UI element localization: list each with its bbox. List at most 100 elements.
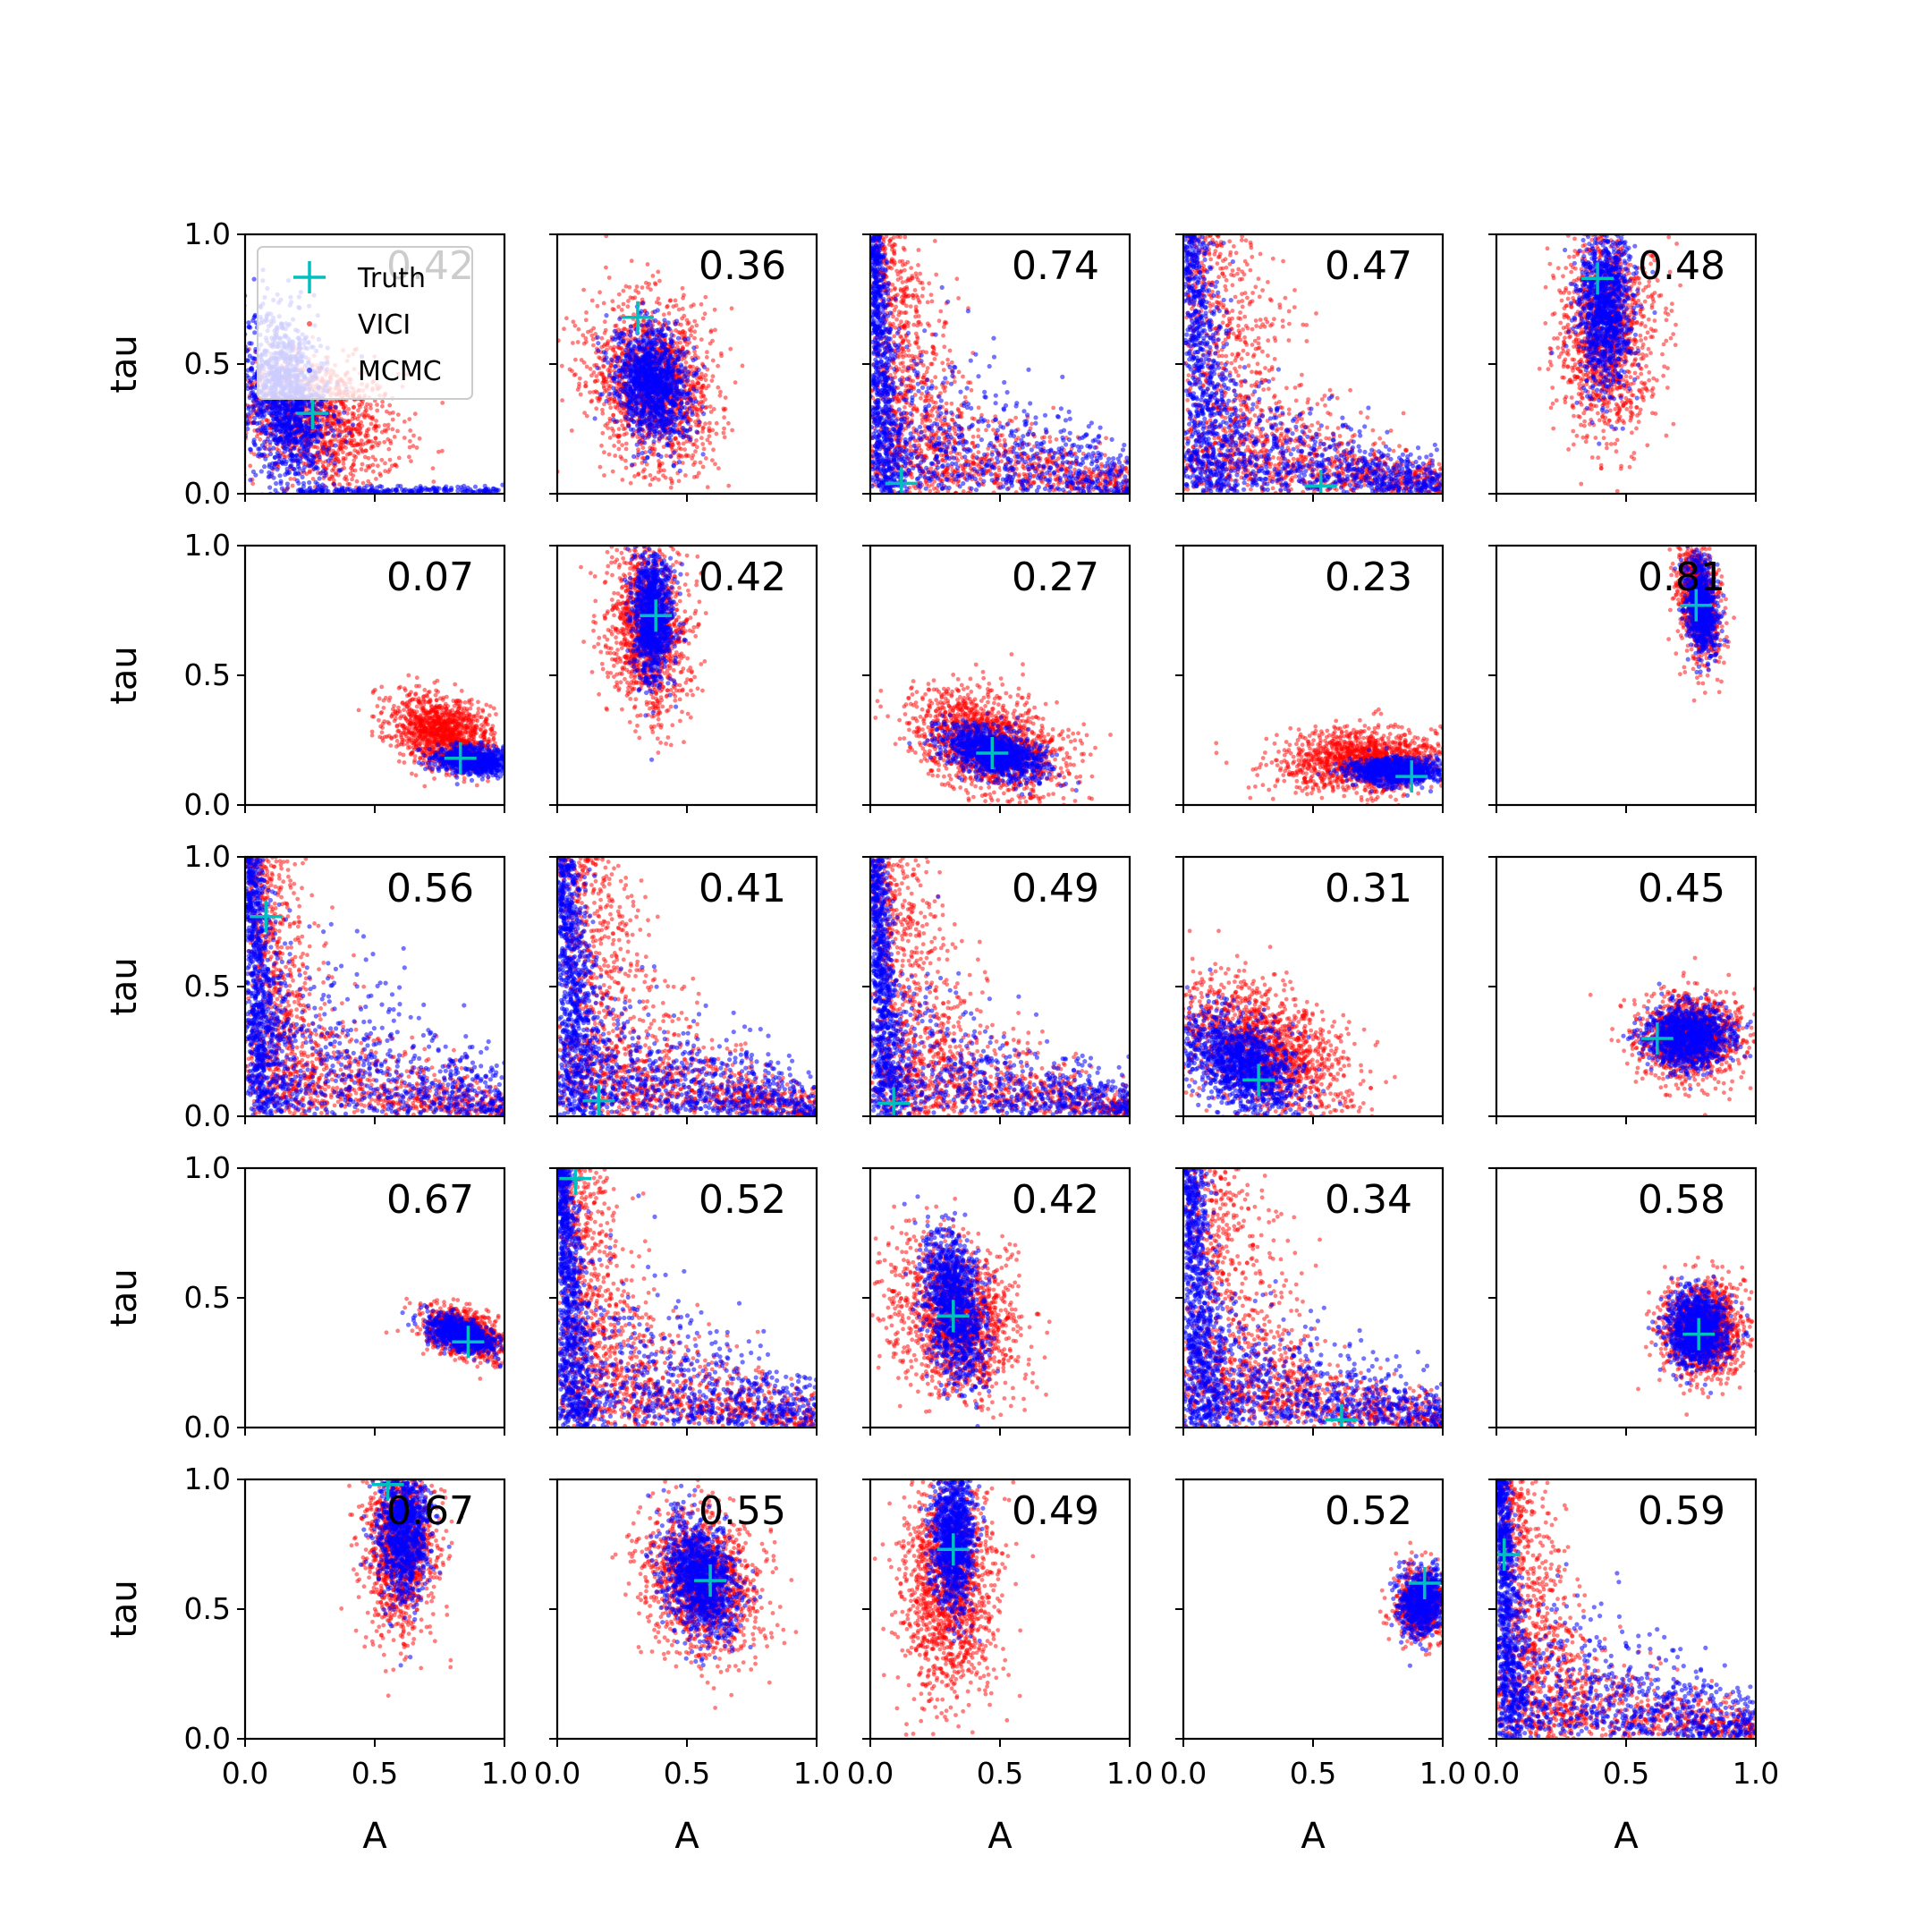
vici-point [334,472,338,477]
mcmc-point [300,407,304,411]
mcmc-point [240,302,244,307]
vici-point [384,429,388,434]
vici-point [700,442,705,446]
mcmc-point [301,521,305,525]
mcmc-point [310,454,315,459]
vici-point [681,286,685,291]
mcmc-point [309,442,313,446]
vici-point [664,476,668,480]
vici-point [436,450,441,454]
mcmc-point [326,421,330,426]
vici-point [572,319,576,324]
vici-point [238,442,242,446]
vici-point [606,343,610,347]
mcmc-point [310,462,315,466]
vici-point [560,364,564,369]
mcmc-point [322,496,326,500]
vici-point [411,434,416,438]
vici-point [413,411,418,416]
vici-point [671,443,675,447]
vici-point [371,445,376,449]
mcmc-point [248,395,252,400]
vici-point [602,386,606,390]
mcmc-point [250,356,255,360]
vici-point [616,305,621,309]
mcmc-point [351,422,355,427]
mcmc-point [448,487,453,492]
mcmc-point [317,500,321,504]
mcmc-point [379,485,384,489]
mcmc-point [240,354,244,359]
vici-point [207,403,211,408]
vici-point [383,462,387,466]
mcmc-point [631,432,635,436]
vici-point [622,289,626,293]
mcmc-point [223,436,227,441]
vici-point [728,347,733,352]
vici-point [294,541,299,546]
vici-point [695,445,699,449]
mcmc-point [288,464,292,469]
mcmc-point [611,386,615,390]
vici-point [229,410,233,414]
vici-point [380,400,385,404]
vici-point [573,358,578,362]
mcmc-point [259,453,264,458]
mcmc-point [217,445,222,449]
vici-point [360,438,364,443]
panel-2: 0.36 [549,234,817,526]
vici-point [383,469,387,473]
vici-point [324,407,328,411]
mcmc-point [347,430,352,435]
vici-point [589,367,593,371]
mcmc-point [344,440,349,445]
vici-point [705,350,709,354]
vici-point [646,262,650,267]
vici-point [222,398,226,402]
vici-point [577,327,581,332]
mcmc-point [318,454,322,459]
vici-point [682,333,687,337]
vici-point [699,461,703,465]
mcmc-point [246,320,250,325]
mcmc-point [298,504,302,508]
vici-point [722,427,726,431]
vici-point [388,458,393,462]
vici-point [576,340,580,344]
mcmc-point [249,447,253,452]
vici-point [722,431,726,436]
vici-point [713,308,717,312]
mcmc-point [311,527,316,531]
vici-point [681,345,685,350]
mcmc-point [281,462,285,466]
y-tick-label: 0.5 [184,346,231,381]
vici-point [633,295,638,300]
vici-point [571,341,575,345]
vici-point [718,394,723,398]
mcmc-point [661,333,665,337]
vici-point [688,365,692,369]
vici-point [699,400,704,404]
vici-point [683,473,688,478]
vici-point [219,415,224,419]
vici-point [602,473,606,478]
vici-point [703,295,708,300]
vici-point [352,405,356,410]
vici-point [370,415,375,419]
vici-point [356,408,360,412]
mcmc-point [354,488,359,493]
vici-point [621,478,625,482]
mcmc-point [266,406,270,411]
mcmc-point [631,454,636,459]
vici-point [316,461,320,465]
vici-point [662,312,666,317]
vici-point [229,463,233,468]
vici-point [597,399,601,403]
mcmc-point [310,497,315,502]
vici-point [606,421,610,426]
mcmc-point [296,481,301,486]
vici-point [591,337,596,342]
vici-point [622,427,626,431]
vici-point [238,370,242,375]
vici-point [407,417,411,421]
